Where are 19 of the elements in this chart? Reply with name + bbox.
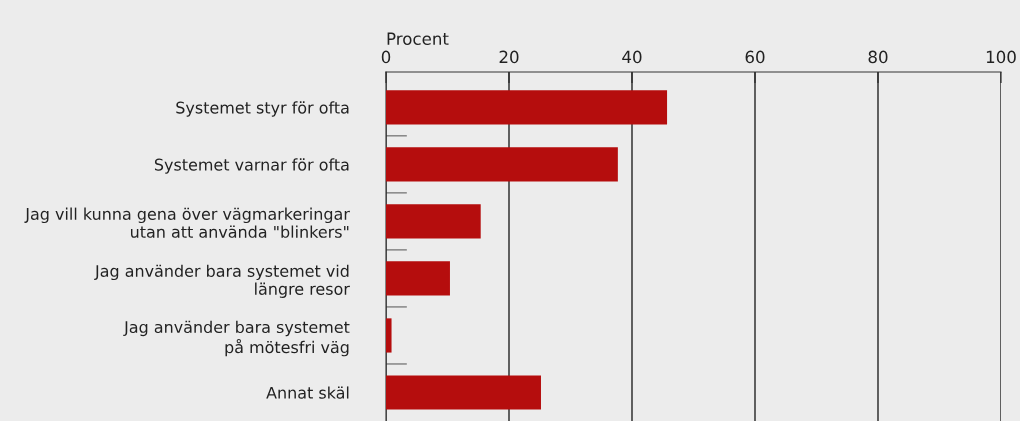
y-tick-label: Systemet styr för ofta: [176, 101, 349, 117]
x-tick-label: 100: [986, 50, 1016, 64]
bar: [386, 261, 450, 296]
x-tick-label: 60: [745, 50, 765, 64]
y-tick-label: Annat skäl: [266, 386, 349, 399]
y-tick-label: Jag använder bara systemet vid längre resor: [94, 264, 350, 298]
x-tick-label: 40: [622, 50, 642, 64]
bar: [386, 90, 668, 125]
bar: [386, 318, 392, 353]
x-tick-label: 80: [868, 50, 888, 64]
y-tick-label: Systemet varnar för ofta: [154, 158, 349, 174]
y-tick-label: Jag vill kunna gena över vägmarkeringar utan att använda "blinkers": [24, 207, 350, 238]
x-tick-label: 20: [499, 50, 519, 64]
bar: [386, 375, 541, 410]
bar: [386, 147, 618, 182]
x-axis-title: Procent: [387, 32, 449, 45]
y-tick-label: Jag använder bara systemet på mötesfri väg: [123, 320, 350, 357]
bar: [386, 204, 481, 239]
x-tick-label: 0: [381, 50, 391, 64]
